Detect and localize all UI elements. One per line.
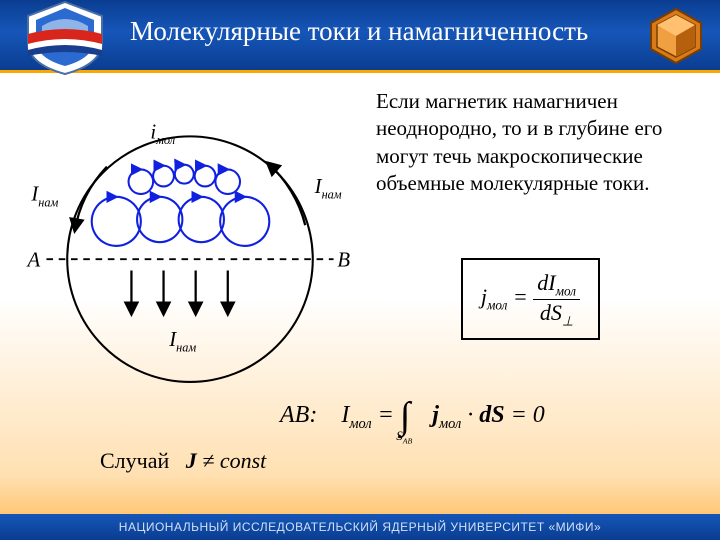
molecular-currents-diagram: A B iмол Iнам Iнам Iнам	[20, 90, 360, 400]
footer-bar: НАЦИОНАЛЬНЫЙ ИССЛЕДОВАТЕЛЬСКИЙ ЯДЕРНЫЙ У…	[0, 514, 720, 540]
label-Inam-bottom: Iнам	[168, 328, 196, 355]
label-i-mol: iмол	[150, 120, 175, 147]
I-sub: мол	[349, 416, 371, 432]
slide-title: Молекулярные токи и намагниченность	[130, 16, 588, 47]
loops-row2	[92, 197, 270, 246]
university-logo-icon	[22, 0, 108, 76]
fraction: dIмол dS⊥	[533, 270, 580, 328]
hex-logo-icon	[646, 6, 706, 66]
label-Inam-right: Iнам	[314, 175, 342, 202]
neq-const: ≠ const	[197, 448, 267, 473]
label-A: A	[26, 249, 41, 272]
case-word: Случай	[100, 448, 169, 473]
dI-sub: мол	[556, 283, 576, 298]
J-sym: J	[186, 448, 197, 473]
label-B: B	[337, 249, 350, 272]
dS: dS	[540, 300, 562, 325]
int-lower: SAB	[396, 428, 412, 443]
sub-mol: мол	[487, 298, 507, 313]
label-Inam-left: Iнам	[30, 183, 58, 210]
dS-sub: ⊥	[562, 313, 574, 328]
j-sub: мол	[439, 416, 461, 432]
dI: dI	[537, 270, 555, 295]
eq-zero: = 0	[505, 402, 545, 428]
paragraph-text: Если магнетик намагничен неоднородно, то…	[376, 88, 696, 197]
dot: ·	[461, 402, 479, 428]
formula-j-mol: jмол = dIмолdS⊥	[461, 258, 600, 340]
case-label: Случай J ≠ const	[100, 448, 266, 474]
j-vec: j	[432, 402, 439, 428]
surface-arrow-right	[267, 163, 305, 225]
loops-row1	[129, 165, 240, 194]
dS-vec: dS	[479, 402, 504, 428]
header-bar: Молекулярные токи и намагниченность	[0, 0, 720, 73]
down-arrows	[131, 271, 227, 314]
eq: =	[507, 284, 533, 309]
AB-label: AB:	[280, 402, 317, 428]
